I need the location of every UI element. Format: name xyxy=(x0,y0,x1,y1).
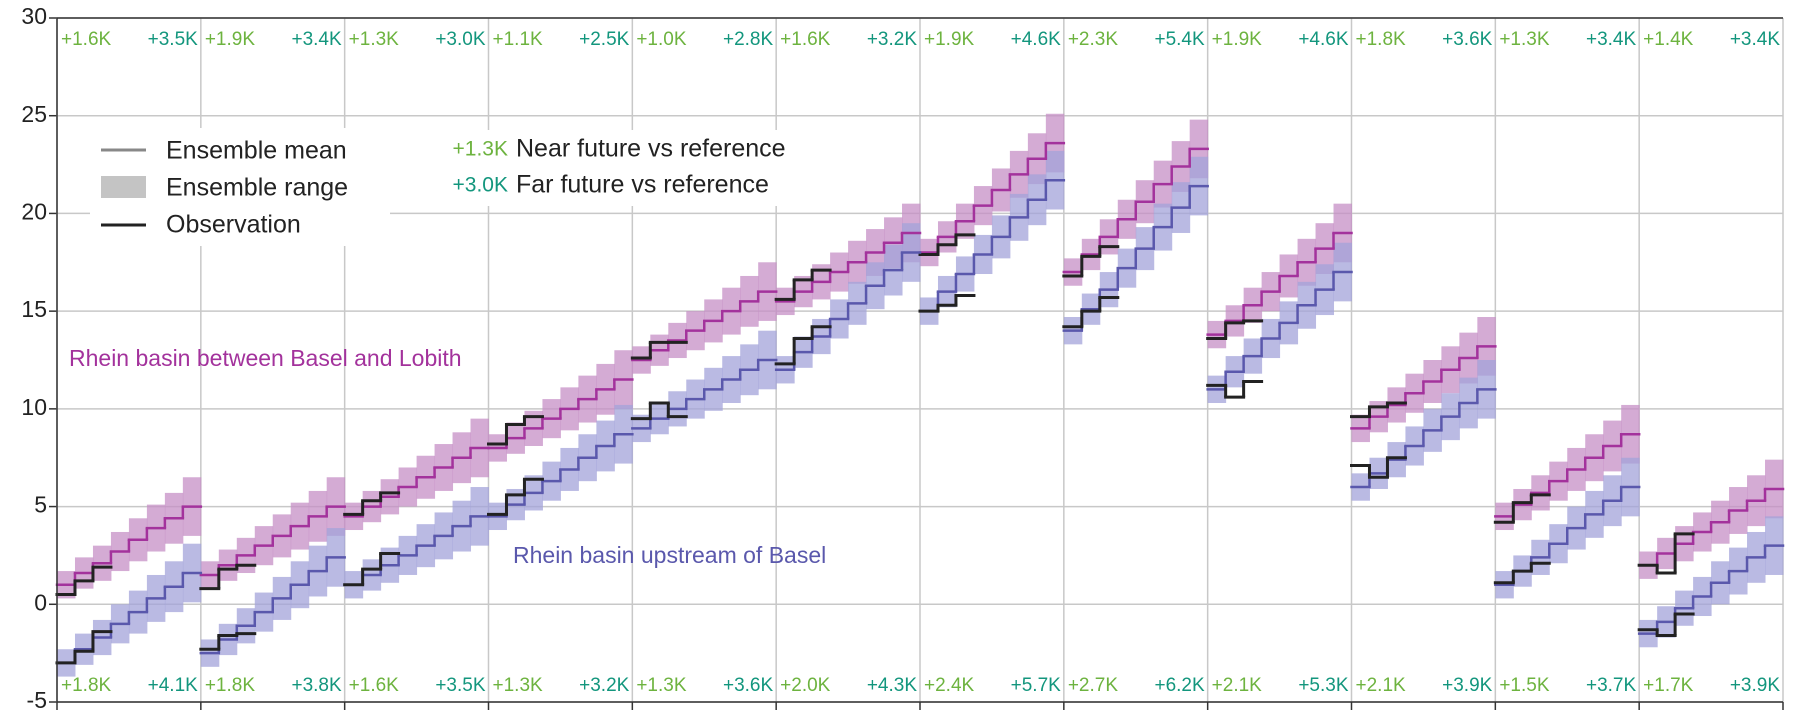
far-label: +3.8K xyxy=(291,675,342,696)
y-tick-label: 0 xyxy=(34,589,47,615)
far-label: +3.2K xyxy=(867,29,918,50)
far-label: +3.4K xyxy=(1586,29,1637,50)
far-label: +4.6K xyxy=(1011,29,1062,50)
near-label: +1.9K xyxy=(1212,29,1263,50)
legend-text: Near future vs reference xyxy=(516,135,786,163)
near-label: +1.1K xyxy=(493,29,544,50)
far-label: +4.6K xyxy=(1298,29,1349,50)
y-tick-label: 30 xyxy=(21,3,47,29)
y-tick-label: 10 xyxy=(21,394,47,420)
near-label: +1.8K xyxy=(61,675,112,696)
far-label: +4.3K xyxy=(867,675,918,696)
legend-near-label: +1.3K xyxy=(453,138,508,161)
far-label: +5.3K xyxy=(1298,675,1349,696)
y-tick-label: 25 xyxy=(21,101,47,127)
legend-text: Observation xyxy=(166,211,301,239)
legend-range-icon xyxy=(101,176,146,198)
near-label: +2.1K xyxy=(1356,675,1407,696)
near-label: +2.4K xyxy=(924,675,975,696)
far-label: +5.4K xyxy=(1154,29,1205,50)
far-label: +6.2K xyxy=(1154,675,1205,696)
near-label: +1.9K xyxy=(924,29,975,50)
y-tick-label: 15 xyxy=(21,296,47,322)
legend-text: Far future vs reference xyxy=(516,171,769,199)
far-label: +3.0K xyxy=(435,29,486,50)
near-label: +1.8K xyxy=(205,675,256,696)
near-label: +1.3K xyxy=(349,29,400,50)
near-label: +2.7K xyxy=(1068,675,1119,696)
near-label: +1.3K xyxy=(1499,29,1550,50)
legend-background xyxy=(432,130,844,206)
legend-text: Ensemble mean xyxy=(166,137,347,165)
near-label: +1.4K xyxy=(1643,29,1694,50)
far-label: +3.9K xyxy=(1442,675,1493,696)
near-label: +1.8K xyxy=(1356,29,1407,50)
far-label: +3.6K xyxy=(723,675,774,696)
series-label: Rhein basin between Basel and Lobith xyxy=(69,345,462,371)
legend-far-label: +3.0K xyxy=(453,174,508,197)
far-label: +2.5K xyxy=(579,29,630,50)
near-label: +2.0K xyxy=(780,675,831,696)
far-label: +2.8K xyxy=(723,29,774,50)
y-tick-label: -5 xyxy=(27,687,47,713)
y-tick-label: 5 xyxy=(34,492,47,518)
far-label: +3.5K xyxy=(148,29,199,50)
near-label: +1.3K xyxy=(493,675,544,696)
far-label: +3.4K xyxy=(1730,29,1781,50)
near-label: +1.6K xyxy=(61,29,112,50)
near-label: +1.5K xyxy=(1499,675,1550,696)
far-label: +3.6K xyxy=(1442,29,1493,50)
near-label: +1.6K xyxy=(780,29,831,50)
far-label: +4.1K xyxy=(148,675,199,696)
legend-text: Ensemble range xyxy=(166,174,348,202)
far-label: +5.7K xyxy=(1011,675,1062,696)
near-label: +1.9K xyxy=(205,29,256,50)
near-label: +2.3K xyxy=(1068,29,1119,50)
near-label: +1.3K xyxy=(636,675,687,696)
far-label: +3.7K xyxy=(1586,675,1637,696)
near-label: +1.6K xyxy=(349,675,400,696)
near-label: +1.0K xyxy=(636,29,687,50)
near-label: +2.1K xyxy=(1212,675,1263,696)
series-label: Rhein basin upstream of Basel xyxy=(513,542,826,568)
far-label: +3.4K xyxy=(291,29,342,50)
near-label: +1.7K xyxy=(1643,675,1694,696)
far-label: +3.2K xyxy=(579,675,630,696)
far-label: +3.5K xyxy=(435,675,486,696)
far-label: +3.9K xyxy=(1730,675,1781,696)
y-tick-label: 20 xyxy=(21,199,47,225)
